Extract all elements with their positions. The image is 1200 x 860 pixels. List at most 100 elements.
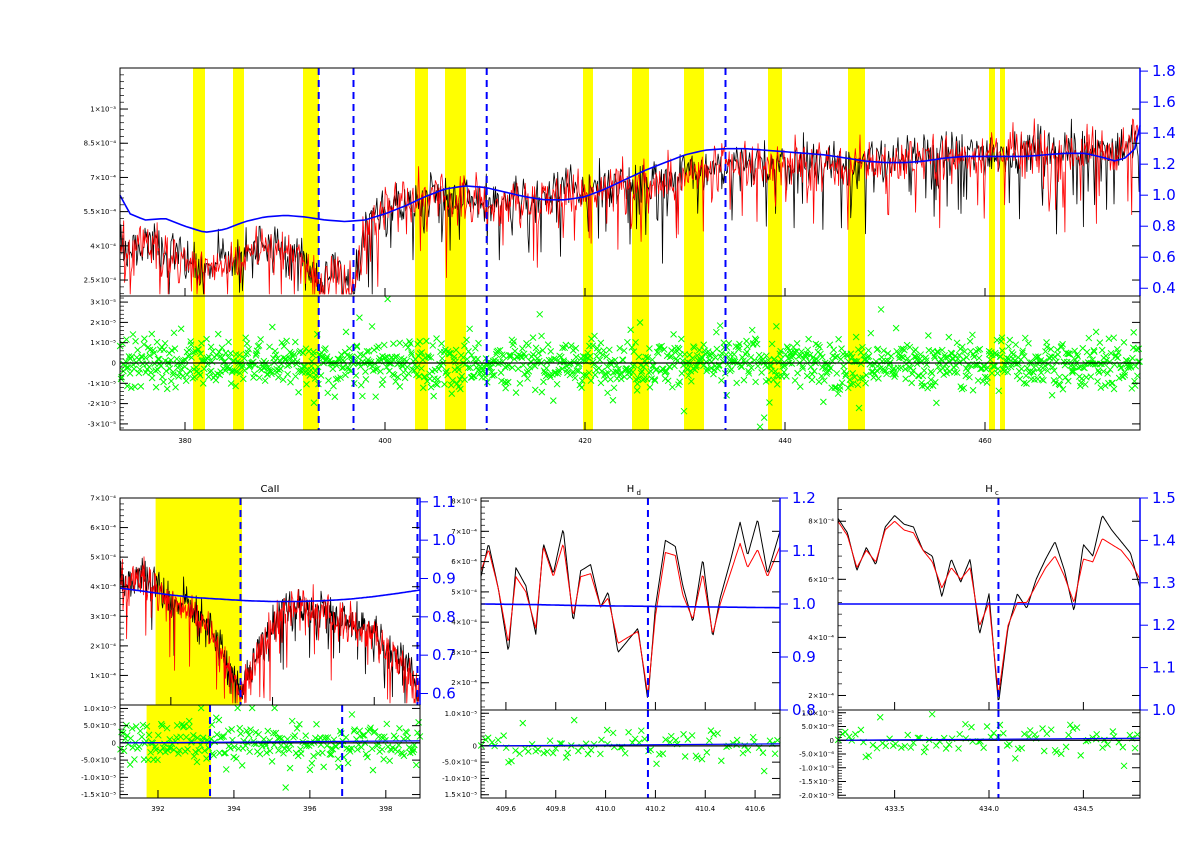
residual-point [423, 337, 430, 345]
y2-tick-label: 1.2 [1152, 616, 1176, 634]
residual-point [262, 742, 270, 749]
residual-point [362, 375, 370, 383]
residual-point [841, 728, 849, 736]
residual-point [620, 347, 628, 355]
residual-point [278, 735, 285, 742]
residual-point [1020, 379, 1028, 387]
residual-point [644, 354, 652, 361]
residual-point [1087, 373, 1095, 380]
residual-point [773, 381, 781, 388]
y2-tick-label: 1.3 [1152, 574, 1176, 592]
residual-point [514, 365, 522, 373]
panel-title: H [985, 484, 993, 495]
residual-point [546, 737, 554, 745]
panel-title: CaII [260, 484, 279, 495]
residual-point [882, 742, 890, 750]
residual-point [688, 732, 696, 739]
residual-point [200, 365, 208, 373]
residual-point [316, 734, 324, 741]
residual-point [1100, 368, 1107, 375]
y-tick-label: 3×10⁻⁴ [90, 613, 116, 621]
residual-point [359, 731, 367, 739]
residual-point [627, 326, 635, 334]
residual-point [135, 743, 143, 750]
residual-point [454, 363, 462, 371]
residual-point [676, 378, 683, 386]
residual-point [945, 333, 953, 341]
residual-point [611, 356, 619, 364]
residual-point [962, 720, 969, 728]
residual-point [951, 368, 958, 376]
residual-point [969, 331, 976, 339]
residual-point [338, 351, 345, 359]
residual-point [920, 748, 928, 756]
residual-point [1090, 347, 1098, 354]
residual-point [324, 734, 332, 741]
residual-point [681, 753, 689, 760]
residual-point [198, 339, 205, 347]
panel-title-subscript: d [637, 489, 641, 497]
residual-point [516, 750, 523, 758]
residual-point [1049, 363, 1057, 371]
residual-point [671, 362, 678, 370]
residual-point [255, 730, 262, 738]
residual-point [1006, 336, 1014, 344]
residual-point [834, 390, 842, 397]
residual-point [865, 352, 873, 360]
y2-tick-label: 1.6 [1152, 93, 1176, 111]
residual-point [634, 380, 641, 388]
residual-point [365, 347, 373, 355]
residual-point [266, 343, 273, 351]
residual-point [663, 367, 670, 375]
residual-point [1114, 349, 1122, 356]
residual-point [747, 354, 755, 361]
residual-point [742, 350, 749, 358]
residual-point [1009, 351, 1017, 358]
residual-point [768, 340, 776, 348]
residual-point [195, 746, 203, 754]
y-tick-label: 7×10⁻⁴ [90, 495, 116, 503]
residual-point [827, 364, 834, 372]
residual-point [716, 322, 724, 329]
residual-point [1090, 348, 1098, 356]
residual-point [227, 744, 234, 752]
residual-point [170, 746, 178, 754]
residual-point [603, 353, 610, 360]
residual-point [364, 753, 371, 761]
residual-point [332, 375, 340, 383]
residual-point [859, 374, 867, 382]
y-tick-label: 0 [830, 737, 834, 745]
residual-point [867, 329, 875, 337]
residual-point [831, 384, 839, 392]
residual-point [1003, 354, 1011, 362]
residual-point [584, 349, 592, 357]
residual-point [404, 344, 412, 351]
residual-point [598, 367, 606, 375]
residual-point [186, 723, 193, 731]
residual-point [303, 380, 310, 388]
residual-point [214, 370, 221, 378]
residual-point [147, 369, 155, 376]
residual-point [356, 314, 363, 321]
residual-point [167, 356, 175, 364]
residual-point [969, 386, 977, 394]
x-tick-label: 434.5 [1073, 805, 1093, 813]
residual-point [1073, 351, 1081, 358]
y-tick-label: -2.0×10⁻⁵ [799, 792, 834, 800]
residual-point [975, 354, 983, 362]
residual-point [1059, 385, 1067, 393]
residual-point [851, 730, 859, 738]
residual-point [131, 383, 139, 391]
residual-point [1107, 349, 1115, 357]
residual-point [1130, 329, 1138, 336]
residual-point [308, 759, 316, 767]
residual-point [452, 346, 460, 354]
residual-point [1030, 364, 1038, 371]
residual-point [123, 336, 130, 343]
residual-point [687, 377, 695, 385]
residual-point [942, 360, 950, 368]
residual-point [464, 364, 472, 372]
residual-point [137, 383, 145, 390]
residual-point [500, 352, 507, 360]
residual-point [587, 377, 595, 384]
